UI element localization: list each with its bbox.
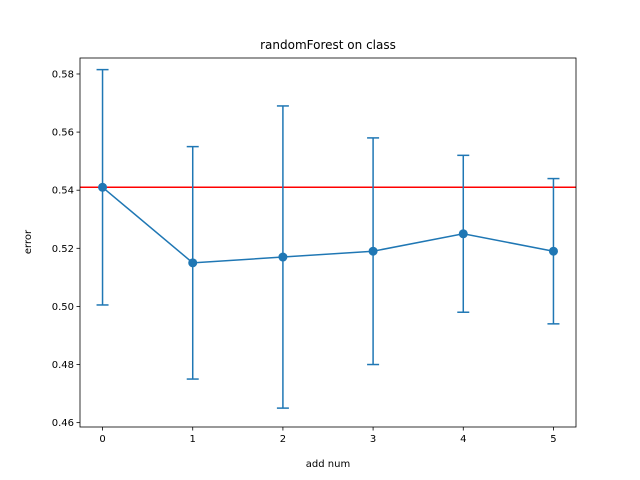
y-tick-label: 0.56	[52, 128, 74, 139]
y-tick-label: 0.46	[52, 418, 74, 429]
x-tick-label: 1	[190, 434, 196, 445]
y-axis: 0.46 0.48 0.50 0.52 0.54 0.56 0.58	[52, 69, 80, 429]
x-tick-label: 0	[99, 434, 105, 445]
x-tick-label: 2	[280, 434, 286, 445]
x-axis: 0 1 2 3 4 5	[99, 427, 557, 445]
data-point	[278, 252, 288, 262]
x-tick-label: 4	[460, 434, 466, 445]
chart-title: randomForest on class	[260, 38, 396, 52]
series-line	[102, 186, 554, 264]
y-axis-label: error	[23, 229, 34, 254]
data-point	[458, 229, 468, 239]
y-tick-label: 0.52	[52, 244, 74, 255]
data-point	[188, 258, 198, 268]
y-tick-label: 0.50	[52, 302, 74, 313]
data-point	[548, 246, 558, 256]
plot-frame	[79, 57, 577, 428]
data-point	[368, 246, 378, 256]
data-point	[98, 182, 108, 192]
y-tick-label: 0.58	[52, 69, 74, 80]
x-tick-label: 5	[550, 434, 556, 445]
x-tick-label: 3	[370, 434, 376, 445]
plot-area	[80, 68, 576, 409]
y-tick-label: 0.54	[52, 186, 74, 197]
y-tick-label: 0.48	[52, 360, 74, 371]
x-axis-label: add num	[306, 459, 350, 470]
